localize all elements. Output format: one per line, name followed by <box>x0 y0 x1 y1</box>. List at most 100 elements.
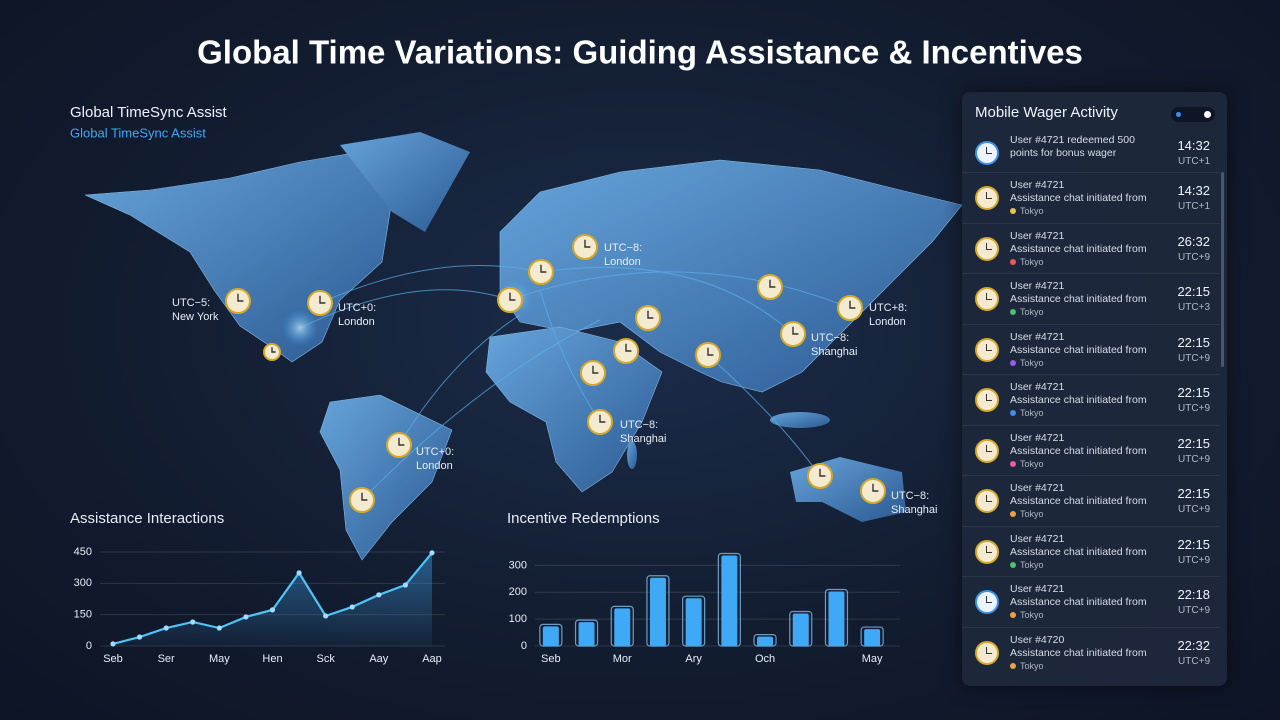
activity-user: User #4721 <box>1010 381 1065 393</box>
activity-location-row: Tokyo <box>1010 609 1160 622</box>
activity-time-block: 14:32 UTC+1 <box>1177 183 1210 215</box>
clock-icon <box>975 287 999 311</box>
activity-user: User #4721 <box>1010 280 1065 292</box>
y-tick-label: 200 <box>509 586 527 598</box>
activity-text: User #4721 Assistance chat initiated from… <box>1010 179 1160 218</box>
activity-zone: UTC+9 <box>1178 655 1210 667</box>
bar <box>792 613 809 646</box>
clock-hands <box>647 310 654 319</box>
data-point <box>296 570 302 576</box>
activity-time: 26:32 <box>1177 233 1210 249</box>
activity-user: User #4721 <box>1010 583 1065 595</box>
activity-row: User #4721 Assistance chat initiated from… <box>962 273 1220 324</box>
map-zone-label: UTC+0: <box>338 302 376 314</box>
bar <box>649 577 666 646</box>
clock-markers <box>225 234 886 513</box>
activity-time-block: 22:15 UTC+9 <box>1177 486 1210 518</box>
activity-user: User #4721 <box>1010 179 1065 191</box>
location-dot <box>1010 561 1016 568</box>
bar <box>828 591 845 646</box>
activity-location-row: Tokyo <box>1010 407 1160 420</box>
activity-time-block: 22:15 UTC+9 <box>1177 335 1210 367</box>
activity-row: User #4721 Assistance chat initiated from… <box>962 424 1220 476</box>
clock-hands <box>592 365 599 374</box>
clock-hands <box>540 264 547 273</box>
clock-hands <box>319 295 326 304</box>
activity-user: User #4721 <box>1010 229 1065 242</box>
activity-time: 14:32 <box>1177 183 1210 198</box>
activity-zone: UTC+9 <box>1178 403 1210 414</box>
activity-location: Tokyo <box>1020 660 1044 671</box>
activity-time-block: 22:18 UTC+9 <box>1177 587 1210 619</box>
activity-action: Assistance chat initiated from <box>1010 495 1147 507</box>
activity-text: User #4720 Assistance chat initiated from… <box>1010 634 1160 673</box>
activity-text: User #4721 Assistance chat initiated from… <box>1010 533 1160 572</box>
clock-hands <box>819 468 826 477</box>
map-city-label: London <box>604 256 641 268</box>
map-city-label: London <box>869 316 906 328</box>
clock-hands <box>849 300 856 309</box>
x-tick-label: Aap <box>422 653 442 665</box>
activity-location: Tokyo <box>1020 256 1044 267</box>
activity-location: Tokyo <box>1020 206 1044 216</box>
activity-time-block: 22:15 UTC+9 <box>1177 537 1210 569</box>
clock-hands <box>509 292 516 301</box>
activity-location: Tokyo <box>1020 559 1044 570</box>
activity-time: 22:15 <box>1177 435 1210 451</box>
location-dot <box>1010 359 1016 366</box>
activity-row: User #4721 Assistance chat initiated from… <box>962 323 1220 375</box>
clock-icon <box>975 186 999 210</box>
map-city-label: London <box>338 316 375 328</box>
y-tick-label: 0 <box>521 640 527 652</box>
activity-location-row: Tokyo <box>1010 357 1160 370</box>
clock-icon <box>975 388 999 412</box>
activity-panel: Mobile Wager Activity User #4721 redeeme… <box>962 92 1227 686</box>
clock-hands <box>398 437 405 446</box>
map-zone-label: UTC+8: <box>869 302 907 314</box>
x-tick-label: Sck <box>316 653 335 665</box>
activity-time-block: 14:32 UTC+1 <box>1177 138 1210 170</box>
y-tick-label: 300 <box>74 577 92 589</box>
y-tick-label: 300 <box>509 559 527 571</box>
data-point <box>429 550 435 556</box>
map-city-label: Shanghai <box>620 433 667 445</box>
x-tick-label: Ary <box>685 653 702 665</box>
activity-location: Tokyo <box>1020 610 1044 620</box>
clock-icon <box>975 438 999 463</box>
bar <box>578 622 595 646</box>
toggle[interactable] <box>1171 107 1215 122</box>
activity-time: 22:15 <box>1177 486 1210 501</box>
map-title: Global TimeSync Assist <box>70 104 228 121</box>
data-point <box>216 625 222 631</box>
bar <box>685 598 702 646</box>
clock-hands <box>872 483 879 492</box>
x-tick-label: Hen <box>262 653 282 665</box>
activity-location: Tokyo <box>1020 458 1044 469</box>
data-point <box>323 613 329 619</box>
data-point <box>190 619 196 625</box>
activity-location-row: Tokyo <box>1010 306 1160 319</box>
activity-location-row: Tokyo <box>1010 508 1160 521</box>
activity-text: User #4721 Assistance chat initiated from… <box>1010 230 1160 269</box>
location-dot <box>1010 460 1016 467</box>
activity-zone: UTC+1 <box>1178 201 1210 212</box>
clock-icon <box>975 489 999 513</box>
activity-user: User #4721 <box>1010 330 1065 343</box>
location-dot <box>1010 258 1016 265</box>
activity-time-block: 22:15 UTC+9 <box>1177 436 1210 468</box>
activity-action: Assistance chat initiated from <box>1010 596 1147 608</box>
clock-hands <box>271 347 276 353</box>
activity-zone: UTC+9 <box>1178 453 1210 465</box>
location-dot <box>1010 309 1016 315</box>
data-point <box>269 607 276 613</box>
activity-user: User #4721 <box>1010 482 1065 494</box>
location-dot <box>1010 662 1016 669</box>
data-point <box>376 592 382 598</box>
clock-hands <box>792 326 799 335</box>
x-tick-label: Seb <box>103 653 123 665</box>
data-point <box>110 641 116 647</box>
y-tick-label: 450 <box>74 546 92 558</box>
data-point <box>349 604 355 610</box>
clock-icon <box>975 640 999 665</box>
